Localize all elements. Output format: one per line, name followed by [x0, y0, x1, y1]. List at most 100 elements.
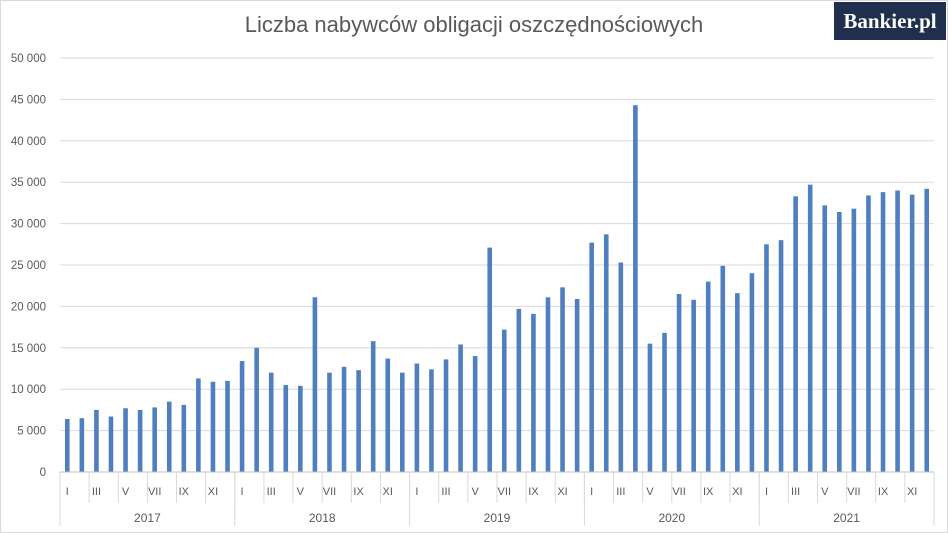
- bar: [662, 332, 667, 472]
- bar: [807, 184, 813, 472]
- bar: [298, 385, 303, 472]
- x-tick-label: VII: [323, 486, 336, 498]
- bar: [618, 262, 624, 472]
- y-tick-label: 50 000: [11, 53, 46, 65]
- bar: [283, 385, 289, 472]
- bar: [341, 366, 347, 472]
- x-tick-label: XI: [732, 486, 742, 498]
- y-tick-label: 5 000: [17, 426, 46, 438]
- x-tick-label: VII: [672, 486, 685, 498]
- bar: [531, 313, 536, 472]
- bar: [268, 372, 274, 472]
- bar: [822, 205, 828, 472]
- bar: [225, 380, 230, 472]
- bar: [166, 401, 172, 472]
- bar: [312, 297, 318, 472]
- bar: [880, 192, 886, 472]
- x-tick-label: I: [66, 486, 69, 498]
- x-tick-label: VII: [498, 486, 511, 498]
- y-tick-label: 35 000: [11, 177, 46, 189]
- bar: [94, 409, 99, 472]
- y-tick-label: 30 000: [11, 219, 46, 231]
- x-tick-label: V: [122, 486, 130, 498]
- y-tick-label: 0: [40, 467, 46, 479]
- bar: [691, 299, 696, 472]
- y-tick-label: 15 000: [11, 343, 46, 355]
- bar: [705, 281, 711, 472]
- bar: [851, 208, 857, 472]
- bar: [196, 378, 201, 472]
- x-tick-label: I: [415, 486, 418, 498]
- chart-title: Liczba nabywców obligacji oszczędnościow…: [244, 12, 704, 37]
- x-tick-label: IX: [353, 486, 364, 498]
- bar: [254, 347, 259, 472]
- bar: [443, 359, 449, 472]
- x-axis: I III V VII IX XI I III V VII IX XI I III V VII IX XI I III…: [59, 471, 935, 526]
- bar: [501, 329, 507, 472]
- x-tick-label: I: [765, 486, 768, 498]
- y-tick-label: 20 000: [11, 301, 46, 313]
- x-tick-label: XI: [208, 486, 218, 498]
- bar: [137, 409, 143, 472]
- x-tick-label: XI: [557, 486, 567, 498]
- bar: [152, 407, 157, 472]
- year-label: 2020: [658, 511, 685, 525]
- bar: [487, 247, 493, 472]
- bars: [64, 105, 930, 473]
- bar: [239, 361, 245, 472]
- x-tick-label: XI: [907, 486, 917, 498]
- bar: [210, 381, 216, 472]
- bar: [385, 358, 391, 472]
- x-tick-label: V: [297, 486, 305, 498]
- bar: [545, 297, 551, 472]
- x-tick-label: IX: [878, 486, 889, 498]
- y-tick-label: 45 000: [11, 94, 46, 106]
- year-label: 2019: [484, 511, 511, 525]
- bar: [123, 408, 128, 472]
- bar: [458, 344, 463, 472]
- bar: [108, 416, 114, 472]
- bar: [516, 308, 522, 472]
- x-tick-label: I: [590, 486, 593, 498]
- bar: [472, 356, 478, 472]
- x-tick-label: IX: [179, 486, 190, 498]
- bar: [647, 343, 653, 472]
- bar: [589, 242, 594, 472]
- bar: [909, 194, 915, 472]
- y-tick-label: 10 000: [11, 384, 46, 396]
- y-axis-ticks: 0 5 000 10 000 15 000 20 000 25 000 30 000 35 0…: [11, 53, 46, 479]
- bar: [181, 404, 187, 472]
- bar: [676, 293, 682, 472]
- y-tick-label: 25 000: [11, 260, 46, 272]
- bar: [866, 195, 871, 472]
- x-tick-label: III: [791, 486, 800, 498]
- x-tick-label: I: [241, 486, 244, 498]
- bar: [924, 188, 930, 472]
- gridlines: [60, 57, 934, 432]
- bar: [749, 273, 755, 472]
- bar: [720, 265, 726, 472]
- bar: [895, 190, 900, 473]
- bar: [764, 244, 769, 472]
- x-tick-label: VII: [847, 486, 860, 498]
- bar: [793, 196, 798, 472]
- x-tick-label: V: [646, 486, 654, 498]
- bankier-logo: Bankier.pl: [834, 2, 946, 40]
- x-tick-label: VII: [148, 486, 161, 498]
- year-label: 2018: [309, 511, 336, 525]
- bar: [778, 240, 784, 472]
- bar: [356, 370, 361, 472]
- bar: [603, 234, 609, 472]
- x-tick-label: III: [441, 486, 450, 498]
- bar: [735, 293, 740, 472]
- x-tick-label: V: [471, 486, 479, 498]
- y-tick-label: 40 000: [11, 136, 46, 148]
- bar: [574, 298, 580, 472]
- bar: [414, 363, 420, 472]
- bar: [79, 418, 85, 472]
- x-tick-label: IX: [528, 486, 539, 498]
- bar: [400, 372, 405, 472]
- x-tick-label: IX: [703, 486, 714, 498]
- x-tick-label: XI: [383, 486, 393, 498]
